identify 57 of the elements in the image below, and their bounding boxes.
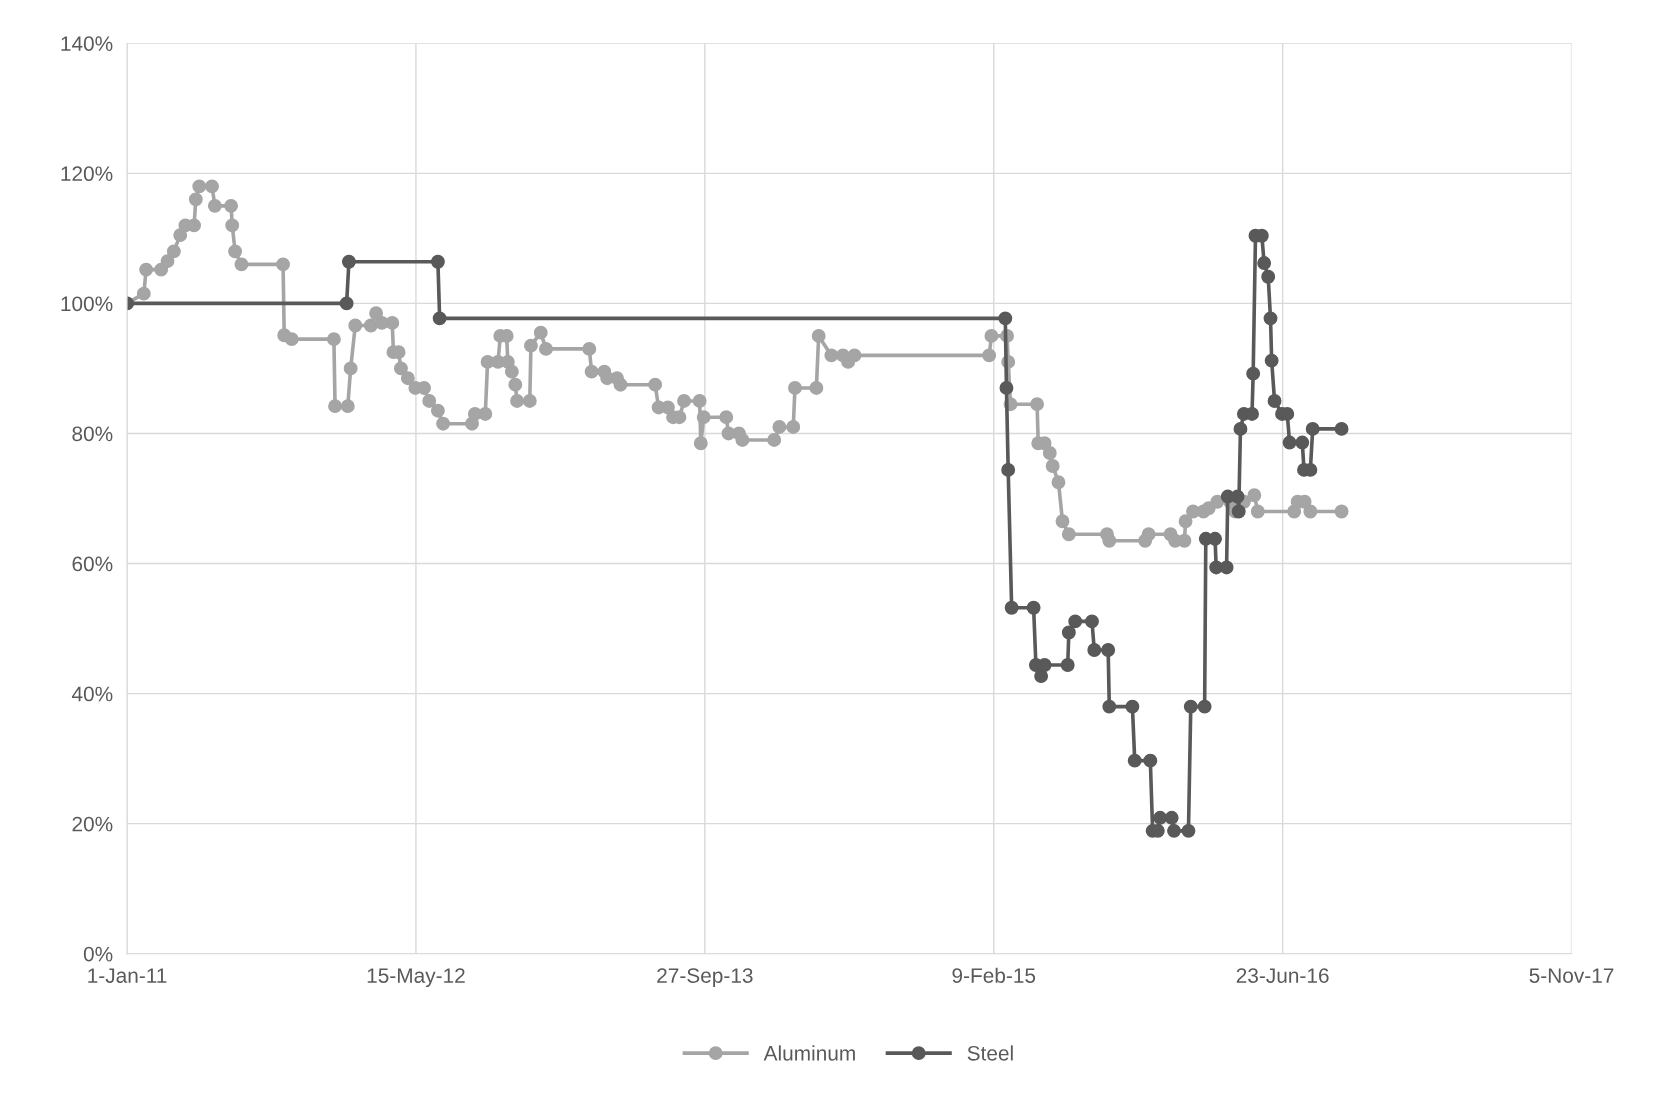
point: [1267, 393, 1282, 408]
point: [1197, 699, 1212, 714]
point: [1261, 269, 1276, 284]
point: [1060, 658, 1075, 672]
point: [1208, 531, 1222, 546]
point: [1034, 669, 1049, 683]
point: [1125, 699, 1140, 714]
point: [432, 311, 447, 326]
point: [1153, 810, 1168, 825]
point: [998, 311, 1013, 326]
y-tick-label: 140%: [61, 36, 113, 51]
point: [1305, 421, 1320, 436]
point: [341, 254, 356, 269]
x-tick-label: 9-Feb-15: [952, 967, 1036, 983]
point: [1219, 560, 1234, 575]
point: [1127, 753, 1142, 768]
x-tick-label: 15-May-12: [367, 968, 465, 988]
legend-label: Steel: [967, 1045, 1013, 1061]
point: [1164, 810, 1179, 825]
point: [1263, 311, 1278, 326]
point: [1264, 353, 1279, 368]
point: [1167, 823, 1181, 838]
point: [1230, 489, 1245, 504]
point: [1026, 600, 1041, 615]
point: [1085, 614, 1099, 629]
point: [1295, 435, 1310, 450]
y-tick-label: 0%: [83, 946, 113, 962]
x-tick-label: 23-Jun-16: [1236, 968, 1329, 983]
point: [1061, 625, 1076, 640]
point: [1101, 643, 1116, 657]
point: [1102, 699, 1117, 714]
y-tick-label: 20%: [72, 816, 113, 832]
point: [1004, 600, 1019, 615]
point: [1282, 435, 1297, 450]
x-tick-label: 27-Sep-13: [657, 968, 753, 988]
x-tick-label: 5-Nov-17: [1529, 968, 1614, 983]
y-tick-label: 100%: [61, 296, 113, 312]
point: [1143, 753, 1158, 768]
point: [1233, 421, 1248, 436]
point: [339, 296, 354, 311]
point: [1257, 256, 1272, 271]
y-tick-label: 80%: [72, 426, 113, 442]
point: [1181, 823, 1196, 838]
point: [1334, 421, 1349, 436]
point: [1087, 643, 1102, 657]
point: [1068, 614, 1083, 629]
point: [1183, 699, 1198, 714]
point: [1246, 366, 1261, 381]
x-tick-label: 1-Jan-11: [88, 968, 167, 983]
point: [430, 254, 445, 269]
y-tick-label: 60%: [72, 556, 113, 572]
y-tick-label: 40%: [71, 686, 113, 702]
point: [1245, 407, 1259, 421]
legend-label: Aluminum: [763, 1045, 855, 1061]
point: [1001, 462, 1016, 477]
point: [999, 380, 1014, 395]
y-tick-label: 120%: [61, 166, 113, 182]
